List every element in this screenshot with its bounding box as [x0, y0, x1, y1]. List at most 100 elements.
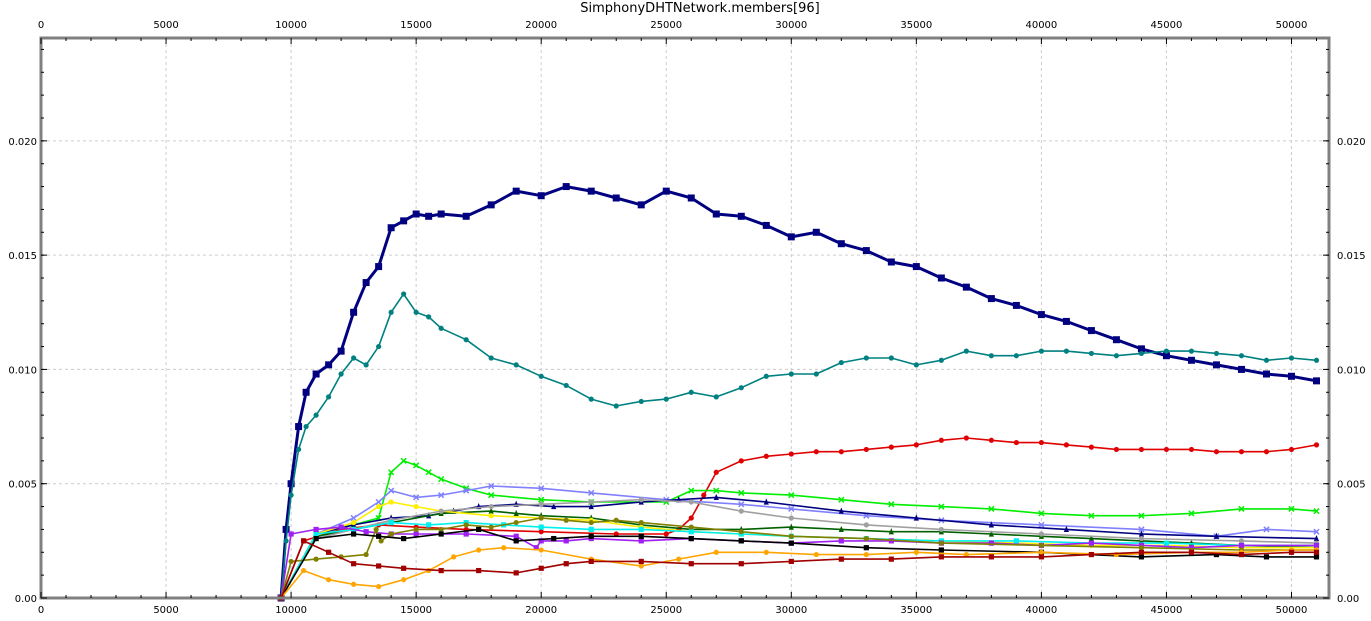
data-point: [788, 515, 794, 521]
data-point: [1138, 530, 1145, 537]
data-point: [538, 538, 544, 544]
data-point: [513, 570, 519, 576]
data-point: [938, 526, 944, 533]
data-point: [1263, 526, 1270, 533]
data-point: [938, 547, 944, 553]
data-point: [288, 558, 294, 565]
data-point: [588, 519, 594, 526]
data-point: [638, 497, 644, 503]
x-tick-label-bottom: 15000: [400, 605, 432, 616]
data-point: [888, 501, 895, 508]
data-point: [1263, 554, 1270, 560]
y-tick-label-left: 0.015: [8, 251, 37, 262]
data-point: [1313, 542, 1320, 549]
data-point: [713, 469, 719, 475]
data-point: [538, 565, 544, 571]
data-point: [688, 499, 694, 505]
data-point: [313, 535, 319, 542]
data-point: [1088, 350, 1095, 357]
data-point: [1138, 350, 1145, 357]
x-tick-label-bottom: 0: [38, 605, 44, 616]
data-point: [738, 538, 744, 544]
series-line: [280, 521, 1317, 599]
data-point: [388, 519, 394, 526]
axes: 0 0 5000 5000 10000 10000 15000 15000 20000 20000…: [8, 20, 1365, 616]
data-point: [988, 437, 994, 443]
y-tick-label-right: 0.010: [1337, 365, 1366, 376]
data-point: [1238, 538, 1245, 544]
data-point: [588, 396, 594, 402]
x-tick-label-bottom: 20000: [525, 605, 557, 616]
data-point: [282, 525, 290, 533]
series-line: [280, 526, 1317, 599]
data-point: [313, 556, 319, 562]
x-tick-label-bottom: 45000: [1151, 605, 1183, 616]
data-point: [388, 487, 395, 494]
data-point: [338, 371, 344, 377]
data-point: [938, 503, 945, 510]
data-point: [538, 373, 544, 379]
plot-frame: [39, 36, 1331, 600]
data-point: [538, 501, 544, 507]
data-point: [863, 545, 869, 551]
data-point: [738, 385, 744, 391]
series-line: [280, 546, 1317, 599]
data-point: [988, 521, 994, 528]
data-point: [388, 469, 395, 476]
data-point: [588, 502, 594, 510]
data-point: [501, 545, 507, 551]
data-point: [1138, 545, 1145, 551]
x-tick-label-top: 30000: [775, 20, 807, 31]
data-point: [688, 524, 694, 530]
data-point: [513, 362, 519, 368]
data-point: [513, 538, 519, 544]
data-point: [1063, 442, 1069, 448]
data-point: [533, 545, 539, 551]
data-point: [1288, 505, 1295, 512]
data-point: [376, 563, 382, 569]
data-point: [1113, 353, 1120, 359]
data-point: [388, 499, 394, 505]
data-point: [1037, 311, 1045, 319]
data-point: [638, 533, 644, 539]
data-point: [1287, 372, 1295, 380]
data-point: [438, 325, 444, 331]
data-point: [1012, 301, 1020, 309]
data-point: [1213, 551, 1220, 558]
data-point: [688, 535, 694, 542]
data-point: [537, 192, 545, 200]
data-point: [413, 526, 419, 533]
series-13: [278, 545, 1320, 601]
y-tick-label-right: 0.005: [1337, 480, 1366, 491]
data-point: [862, 247, 870, 255]
data-point: [400, 457, 407, 464]
data-point: [788, 523, 794, 530]
data-point: [512, 187, 520, 195]
x-tick-label-top: 20000: [525, 20, 557, 31]
data-point: [1312, 377, 1320, 385]
x-tick-label-bottom: 35000: [900, 605, 932, 616]
data-point: [676, 556, 682, 562]
data-point: [1313, 357, 1320, 363]
x-tick-label-top: 10000: [275, 20, 307, 31]
data-point: [613, 531, 619, 537]
data-point: [426, 522, 432, 528]
data-point: [363, 362, 369, 368]
data-point: [763, 373, 769, 379]
data-point: [963, 551, 969, 558]
data-point: [1088, 534, 1095, 542]
data-point: [1138, 535, 1145, 542]
data-point: [1013, 439, 1019, 446]
data-point: [438, 526, 444, 533]
data-point: [738, 529, 744, 535]
series-line: [280, 501, 1317, 599]
data-point: [987, 295, 995, 303]
data-point: [1038, 554, 1044, 560]
series-0: [277, 183, 1320, 602]
data-point: [613, 517, 619, 523]
data-point: [788, 492, 795, 499]
data-point: [513, 519, 519, 526]
data-point: [462, 212, 470, 220]
data-point: [588, 533, 594, 539]
data-point: [401, 535, 407, 542]
